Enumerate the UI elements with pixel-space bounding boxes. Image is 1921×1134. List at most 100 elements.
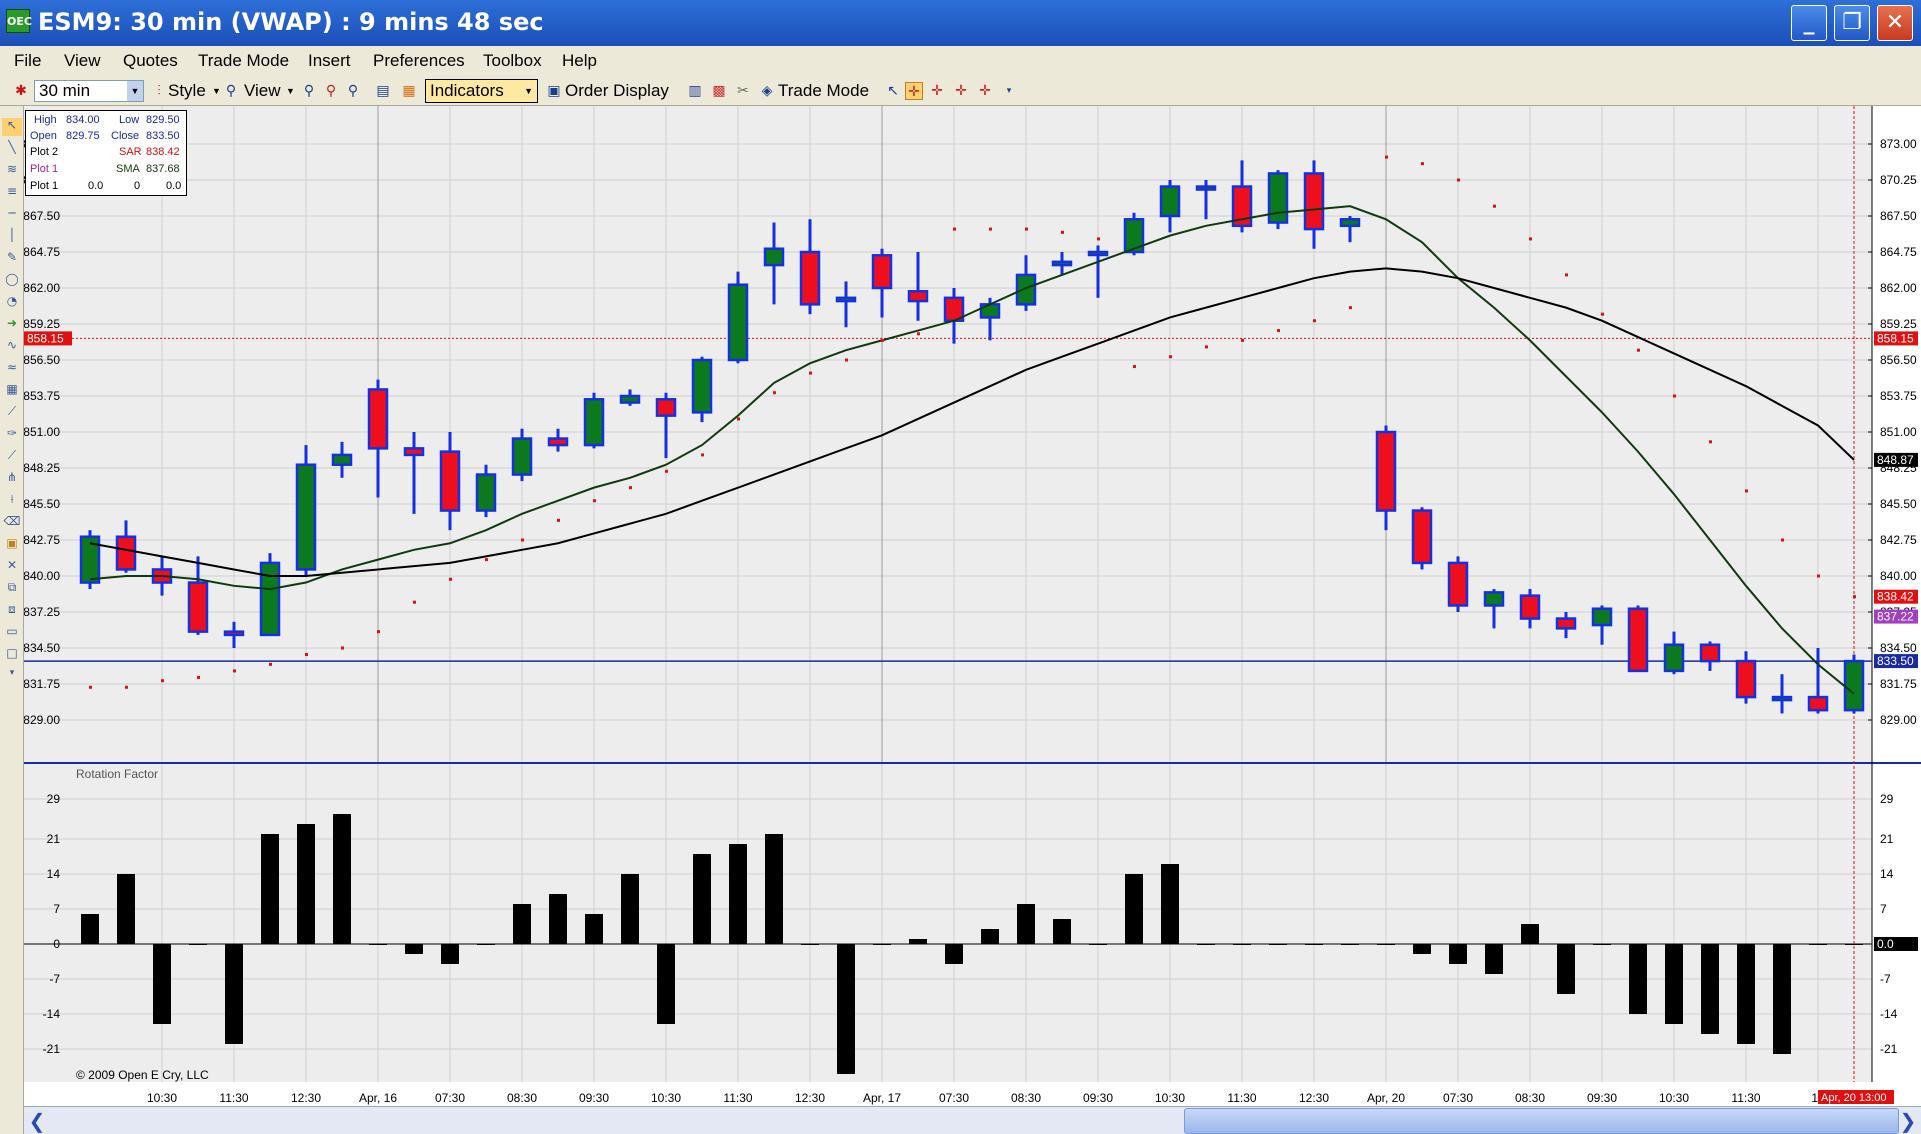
last-price-badge-left bbox=[24, 331, 72, 346]
rf-bar bbox=[1377, 944, 1395, 945]
template-icon[interactable]: ▦ bbox=[402, 83, 416, 99]
candle-body bbox=[1195, 185, 1217, 191]
arc-tool-icon[interactable]: ◔ bbox=[6, 294, 18, 308]
pointer-icon[interactable]: ↖ bbox=[887, 83, 899, 99]
arrow-tool-icon[interactable]: ➜ bbox=[6, 316, 18, 330]
image-tool-icon[interactable]: ▣ bbox=[6, 536, 18, 550]
price-tick-label: 831.75 bbox=[1880, 677, 1917, 691]
candle bbox=[835, 281, 857, 328]
rf-bar bbox=[1161, 864, 1179, 944]
candle bbox=[1771, 674, 1793, 714]
pin-icon[interactable]: ✱ bbox=[15, 83, 27, 99]
menu-view[interactable]: View bbox=[64, 51, 101, 70]
time-tick-label: Apr, 17 bbox=[863, 1091, 901, 1105]
cross-alt-icon[interactable]: ✛ bbox=[979, 83, 991, 99]
crosshair-active-icon[interactable]: ✛ bbox=[905, 82, 923, 100]
time-tick-label: 12:30 bbox=[795, 1091, 825, 1105]
pitchfork-tool-icon[interactable]: ⋔ bbox=[6, 470, 18, 484]
rf-bar bbox=[1197, 944, 1215, 945]
price-tick-label: 842.75 bbox=[1880, 533, 1917, 547]
sar-dot bbox=[1349, 306, 1352, 310]
speed-tool-icon[interactable]: ⟊ bbox=[10, 492, 14, 506]
erase-tool-icon[interactable]: ⌫ bbox=[3, 514, 21, 528]
pen-tool-icon[interactable]: ✑ bbox=[6, 426, 18, 440]
price-tick-label-left: 837.25 bbox=[24, 605, 60, 619]
trade-mode-button[interactable]: Trade Mode bbox=[778, 81, 870, 100]
crosshair-icon[interactable]: ✛ bbox=[931, 83, 943, 99]
style-menu-button[interactable]: Style bbox=[168, 81, 206, 100]
menu-quotes[interactable]: Quotes bbox=[123, 51, 178, 70]
color-icon[interactable]: ▩ bbox=[712, 83, 726, 99]
dom-icon[interactable]: ▥ bbox=[688, 83, 702, 99]
scroll-thumb[interactable] bbox=[1184, 1108, 1899, 1134]
rf-tick-label-left: -14 bbox=[43, 1007, 61, 1021]
copy-tool-icon[interactable]: ⧉ bbox=[7, 580, 17, 594]
chart-area[interactable]: 873.00873.00870.25870.25867.50867.50864.… bbox=[24, 106, 1921, 1106]
view-menu-button[interactable]: View bbox=[244, 81, 281, 100]
zoom-in-icon[interactable]: ⚲ bbox=[325, 83, 337, 99]
toolbar-overflow-icon[interactable]: ▾ bbox=[1006, 86, 1012, 96]
close-button[interactable]: ✕ bbox=[1877, 5, 1913, 41]
menu-trade-mode[interactable]: Trade Mode bbox=[198, 51, 290, 70]
curve-tool-icon[interactable]: ∿ bbox=[6, 338, 18, 352]
menu-insert[interactable]: Insert bbox=[308, 51, 351, 70]
oec-app-icon[interactable]: OEC bbox=[6, 9, 32, 33]
maximize-button[interactable]: ❐ bbox=[1834, 5, 1870, 41]
scroll-left-icon[interactable]: ❮ bbox=[28, 1109, 46, 1133]
plot2-label: Plot 2 bbox=[30, 146, 59, 158]
time-tick-label: 08:30 bbox=[1011, 1091, 1041, 1105]
ellipse-tool-icon[interactable]: ◯ bbox=[5, 272, 19, 286]
menu-file[interactable]: File bbox=[14, 51, 42, 70]
menu-help[interactable]: Help bbox=[562, 51, 597, 70]
time-tick-label: 11:30 bbox=[1227, 1091, 1256, 1105]
sma-fast-line bbox=[89, 205, 1855, 695]
time-tick-label: 11:30 bbox=[723, 1091, 752, 1105]
rect-tool-icon[interactable]: ▭ bbox=[6, 624, 18, 638]
chevron-down-icon[interactable]: ▼ bbox=[286, 86, 295, 96]
properties-icon[interactable]: ▤ bbox=[376, 83, 390, 99]
price-tick-label-left: 851.00 bbox=[24, 425, 60, 439]
wave-tool-icon[interactable]: ≈ bbox=[6, 360, 18, 374]
sar-dot bbox=[845, 358, 848, 362]
chevron-down-icon[interactable]: ▼ bbox=[212, 86, 221, 96]
candle-body bbox=[1807, 695, 1829, 712]
rotation-factor-label: Rotation Factor bbox=[76, 767, 158, 781]
scroll-right-icon[interactable]: ❯ bbox=[1899, 1109, 1917, 1133]
vline-tool-icon[interactable]: │ bbox=[8, 228, 16, 242]
cross-icon[interactable]: ✛ bbox=[955, 83, 967, 99]
time-tick-label: Apr, 20 bbox=[1367, 1091, 1405, 1105]
line-tool-icon[interactable]: ╲ bbox=[8, 140, 16, 154]
rf-bar bbox=[1809, 944, 1827, 945]
fib-tool-icon[interactable]: ≡ bbox=[6, 184, 18, 198]
minimize-button[interactable]: _ bbox=[1791, 5, 1827, 41]
zoom-out-icon[interactable]: ⚲ bbox=[347, 83, 359, 99]
interval-select[interactable]: 30 min ▼ bbox=[34, 80, 144, 102]
indicators-button[interactable]: Indicators ▼ bbox=[425, 79, 538, 103]
gann-tool-icon[interactable]: ⟋ bbox=[7, 404, 17, 418]
menu-toolbox[interactable]: Toolbox bbox=[483, 51, 542, 70]
price-tick-label: 867.50 bbox=[1880, 209, 1917, 223]
channel-tool-icon[interactable]: ≋ bbox=[6, 162, 18, 176]
select-tool-icon[interactable]: ↖ bbox=[2, 118, 22, 136]
grid-tool-icon[interactable]: ▦ bbox=[6, 382, 18, 396]
square-tool-icon[interactable]: □ bbox=[6, 646, 18, 660]
sma-badge-bg bbox=[1874, 609, 1918, 624]
horizontal-scrollbar[interactable]: ❮ ❯ bbox=[24, 1106, 1921, 1134]
paste-tool-icon[interactable]: ⧈ bbox=[8, 602, 16, 616]
rf-bar bbox=[549, 894, 567, 944]
chevron-down-icon[interactable]: ▼ bbox=[127, 81, 143, 101]
sar-dot bbox=[1493, 204, 1496, 208]
regression-tool-icon[interactable]: ⟋ bbox=[7, 448, 17, 462]
note-tool-icon[interactable]: ✎ bbox=[6, 250, 18, 264]
menu-preferences[interactable]: Preferences bbox=[373, 51, 465, 70]
zoom-icon[interactable]: ⚲ bbox=[303, 83, 315, 99]
candle bbox=[547, 428, 569, 452]
tools-overflow-icon[interactable]: ▾ bbox=[9, 668, 15, 678]
hline-tool-icon[interactable]: ─ bbox=[8, 206, 16, 220]
tools-icon[interactable]: ✂ bbox=[737, 83, 749, 99]
price-tick-label-left: 834.50 bbox=[24, 641, 60, 655]
rf-bar bbox=[261, 834, 279, 944]
order-display-button[interactable]: Order Display bbox=[565, 81, 669, 100]
delete-tool-icon[interactable]: ✕ bbox=[6, 558, 18, 572]
sar-dot bbox=[341, 646, 344, 650]
